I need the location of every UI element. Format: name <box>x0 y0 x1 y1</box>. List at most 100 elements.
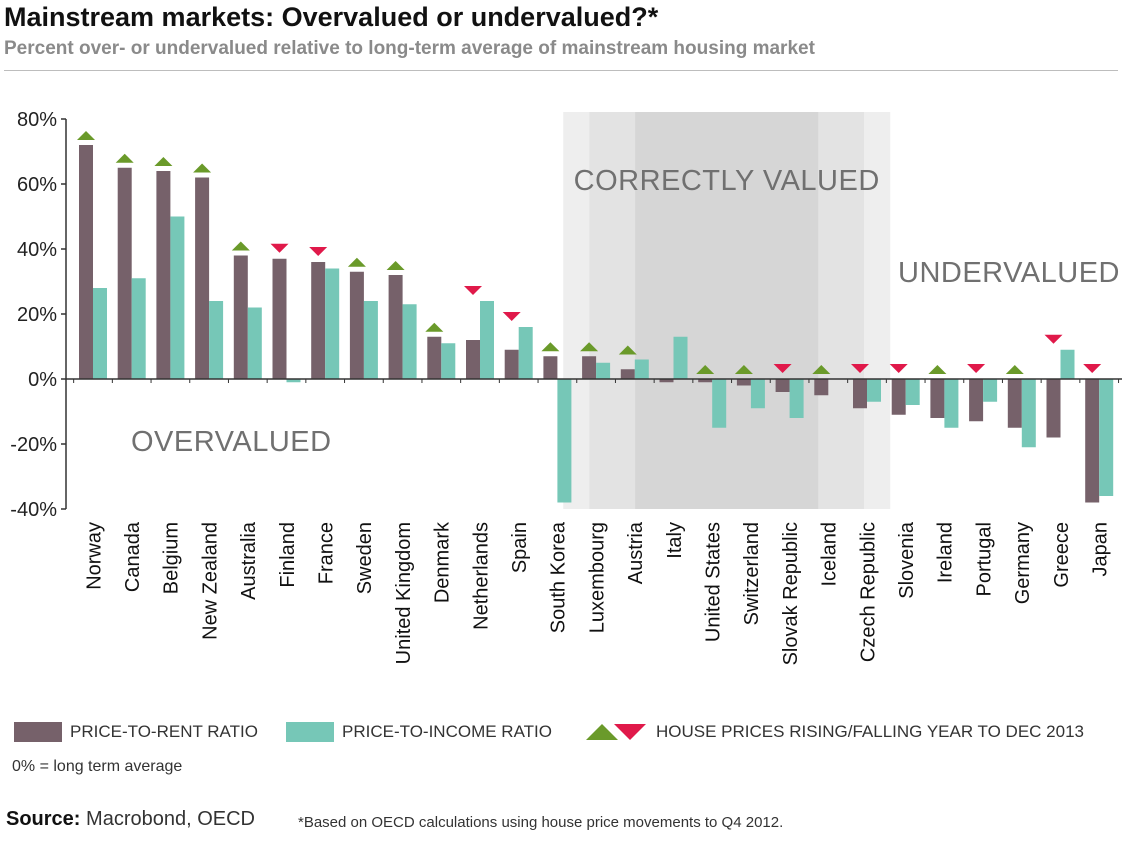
chart-title: Mainstream markets: Overvalued or underv… <box>4 2 659 32</box>
price-to-rent-bar <box>79 145 93 379</box>
x-category-label: Greece <box>1051 522 1073 588</box>
baseline-note: 0% = long term average <box>12 758 183 775</box>
price-to-income-bar <box>867 379 881 402</box>
x-category-label: Slovenia <box>896 521 918 599</box>
x-category-label: Netherlands <box>470 522 492 630</box>
price-to-rent-bar <box>272 258 287 379</box>
legend-item-price-to-income: PRICE-TO-INCOME RATIO <box>286 722 552 742</box>
price-to-income-bar <box>93 288 107 379</box>
x-category-label: Denmark <box>432 521 454 603</box>
price-to-rent-bar <box>775 379 790 392</box>
x-category-label: France <box>315 522 337 584</box>
y-tick-label: 20% <box>17 304 57 326</box>
price-to-rent-bar <box>853 379 867 409</box>
price-to-rent-bar <box>659 379 674 383</box>
price-to-rent-bar <box>233 255 248 379</box>
title-divider <box>4 70 1118 71</box>
price-to-income-bar <box>944 379 959 428</box>
rising-triangle-marker <box>580 342 599 352</box>
falling-triangle-marker <box>309 247 328 256</box>
zone-band-inner <box>635 112 819 509</box>
price-to-income-bar <box>518 327 533 379</box>
price-to-rent-bar <box>156 171 171 379</box>
rising-triangle-marker <box>347 257 366 267</box>
y-tick-label: -20% <box>10 434 57 456</box>
price-to-rent-bar <box>814 379 829 396</box>
rising-triangle-marker <box>541 342 560 352</box>
price-to-rent-bar <box>543 356 558 379</box>
price-to-rent-bar <box>117 167 132 379</box>
falling-triangle-marker <box>502 312 521 321</box>
x-category-label: United Kingdom <box>393 522 415 664</box>
legend-label-price-to-rent: PRICE-TO-RENT RATIO <box>70 722 258 741</box>
rising-triangle-marker <box>618 345 637 355</box>
x-category-label: Iceland <box>819 522 841 587</box>
price-to-income-bar <box>170 216 185 379</box>
falling-triangle-marker <box>773 364 792 373</box>
rising-triangle-marker <box>154 157 173 166</box>
y-tick-label: -40% <box>10 499 57 521</box>
falling-triangle-marker <box>1083 364 1102 373</box>
falling-triangle-marker <box>851 364 869 373</box>
zone-label-correctly-valued: CORRECTLY VALUED <box>574 165 880 197</box>
zone-label-undervalued: UNDERVALUED <box>898 257 1120 289</box>
legend-label-price-to-income: PRICE-TO-INCOME RATIO <box>342 722 552 741</box>
x-category-label: Belgium <box>161 522 183 594</box>
x-category-label: Slovak Republic <box>780 522 802 665</box>
price-to-income-bar <box>712 379 727 428</box>
price-to-rent-bar <box>504 349 519 379</box>
price-to-income-bar <box>905 379 920 405</box>
price-to-income-bar <box>1021 379 1036 448</box>
x-category-label: Canada <box>122 521 144 592</box>
rising-triangle-marker <box>425 322 444 332</box>
price-to-rent-bar <box>427 336 442 379</box>
chart-subtitle: Percent over- or undervalued relative to… <box>4 38 815 59</box>
x-category-label: Czech Republic <box>857 522 879 662</box>
y-tick-label: 80% <box>17 109 57 131</box>
falling-triangle-marker <box>967 364 986 373</box>
price-to-income-bar <box>673 336 688 379</box>
rising-triangle-marker <box>77 131 95 140</box>
price-to-rent-bar <box>698 379 713 383</box>
price-to-income-bar <box>131 278 146 379</box>
price-to-rent-bar <box>620 369 635 379</box>
falling-triangle-marker <box>270 243 289 253</box>
source-text: Macrobond, OECD <box>86 808 255 830</box>
rising-triangle-marker <box>812 365 831 374</box>
x-category-label: Norway <box>83 522 105 590</box>
y-tick-label: 40% <box>17 239 57 261</box>
x-category-label: Portugal <box>973 522 995 597</box>
x-category-label: South Korea <box>548 521 570 633</box>
rising-triangle-marker <box>928 365 947 374</box>
rising-triangle-marker <box>696 365 715 374</box>
x-category-label: Japan <box>1089 522 1111 577</box>
price-to-rent-bar <box>1085 379 1100 503</box>
price-to-income-bar <box>557 379 572 503</box>
price-to-rent-bar <box>1046 379 1061 438</box>
price-to-rent-bar <box>891 379 906 415</box>
price-to-income-bar <box>789 379 804 418</box>
x-category-label: Spain <box>509 522 531 573</box>
source-line: Source: Macrobond, OECD <box>6 808 255 831</box>
x-category-label: Finland <box>277 522 299 588</box>
x-category-label: Germany <box>1012 522 1034 604</box>
x-category-label: Ireland <box>935 522 957 583</box>
price-to-rent-bar <box>969 379 984 422</box>
x-category-label: Sweden <box>354 522 376 594</box>
price-to-rent-bar <box>466 340 480 379</box>
x-category-label: Austria <box>625 521 647 584</box>
rising-triangle-marker <box>1005 365 1024 374</box>
x-category-label: United States <box>702 522 724 642</box>
y-tick-label: 0% <box>28 369 57 391</box>
price-to-income-bar <box>634 359 649 379</box>
price-to-rent-bar <box>930 379 945 418</box>
price-to-income-swatch <box>286 722 334 742</box>
price-to-income-bar <box>325 268 340 379</box>
legend-item-trend: HOUSE PRICES RISING/FALLING YEAR TO DEC … <box>586 722 1084 742</box>
falling-triangle-marker <box>889 364 908 373</box>
price-to-income-bar <box>596 362 611 379</box>
rising-triangle-marker <box>734 365 753 374</box>
price-to-rent-bar <box>195 177 210 379</box>
rising-triangle-marker <box>231 241 250 251</box>
price-to-rent-bar <box>736 379 751 386</box>
